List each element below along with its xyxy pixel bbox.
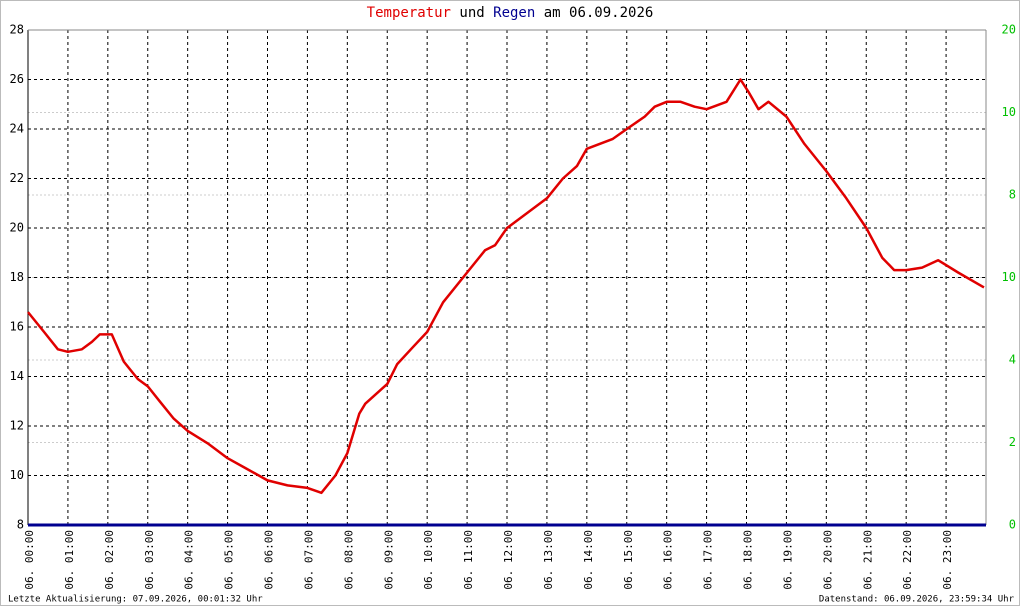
- title-part: Temperatur: [367, 5, 451, 21]
- y-tick-label: 14: [10, 369, 24, 383]
- x-tick-label: 06. 02:00: [103, 530, 116, 590]
- x-tick-label: 06. 19:00: [781, 530, 794, 590]
- footer-left: Letzte Aktualisierung: 07.09.2026, 00:01…: [8, 595, 263, 605]
- y-tick-label: 18: [10, 270, 24, 284]
- x-tick-label: 06. 07:00: [302, 530, 315, 590]
- y2-tick-label: 0: [1009, 518, 1016, 532]
- title-part: Regen: [493, 5, 535, 21]
- x-tick-label: 06. 12:00: [502, 530, 515, 590]
- x-tick-label: 06. 13:00: [542, 530, 555, 590]
- x-tick-label: 06. 14:00: [582, 530, 595, 590]
- footer-right: Datenstand: 06.09.2026, 23:59:34 Uhr: [819, 595, 1015, 605]
- x-tick-label: 06. 11:00: [462, 530, 475, 590]
- x-tick-label: 06. 03:00: [143, 530, 156, 590]
- x-tick-label: 06. 09:00: [382, 530, 395, 590]
- x-tick-label: 06. 18:00: [742, 530, 755, 590]
- x-tick-label: 06. 10:00: [422, 530, 435, 590]
- title-part: am 06.09.2026: [544, 5, 654, 21]
- x-tick-label: 06. 21:00: [861, 530, 874, 590]
- y-tick-label: 26: [10, 72, 24, 86]
- y2-tick-label: 8: [1009, 188, 1016, 202]
- y-tick-label: 8: [17, 518, 24, 532]
- y2-tick-label: 10: [1002, 105, 1016, 119]
- line-series: [27, 78, 985, 495]
- y-tick-label: 16: [10, 320, 24, 334]
- y-tick-label: 12: [10, 419, 24, 433]
- x-tick-label: 06. 04:00: [183, 530, 196, 590]
- y-tick-label: 20: [10, 221, 24, 235]
- y-tick-label: 28: [10, 23, 24, 37]
- y-tick-label: 10: [10, 468, 24, 482]
- x-tick-label: 06. 06:00: [263, 530, 276, 590]
- y2-tick-label: 4: [1009, 353, 1016, 367]
- x-tick-label: 06. 16:00: [662, 530, 675, 590]
- y-tick-label: 22: [10, 171, 24, 185]
- x-tick-label: 06. 15:00: [622, 530, 635, 590]
- x-tick-label: 06. 22:00: [901, 530, 914, 590]
- y2-tick-label: 2: [1009, 435, 1016, 449]
- y2-tick-label: 20: [1002, 23, 1016, 37]
- y2-tick-label: 10: [1002, 270, 1016, 284]
- x-tick-label: 06. 08:00: [342, 530, 355, 590]
- title-part: und: [459, 5, 484, 21]
- x-tick-label: 06. 05:00: [223, 530, 236, 590]
- x-tick-label: 06. 23:00: [941, 530, 954, 590]
- x-tick-label: 06. 00:00: [23, 530, 36, 590]
- x-tick-label: 06. 17:00: [702, 530, 715, 590]
- x-tick-label: 06. 01:00: [63, 530, 76, 590]
- chart-title: Temperatur und Regen am 06.09.2026: [367, 5, 654, 21]
- y-tick-label: 24: [10, 122, 24, 136]
- x-tick-label: 06. 20:00: [821, 530, 834, 590]
